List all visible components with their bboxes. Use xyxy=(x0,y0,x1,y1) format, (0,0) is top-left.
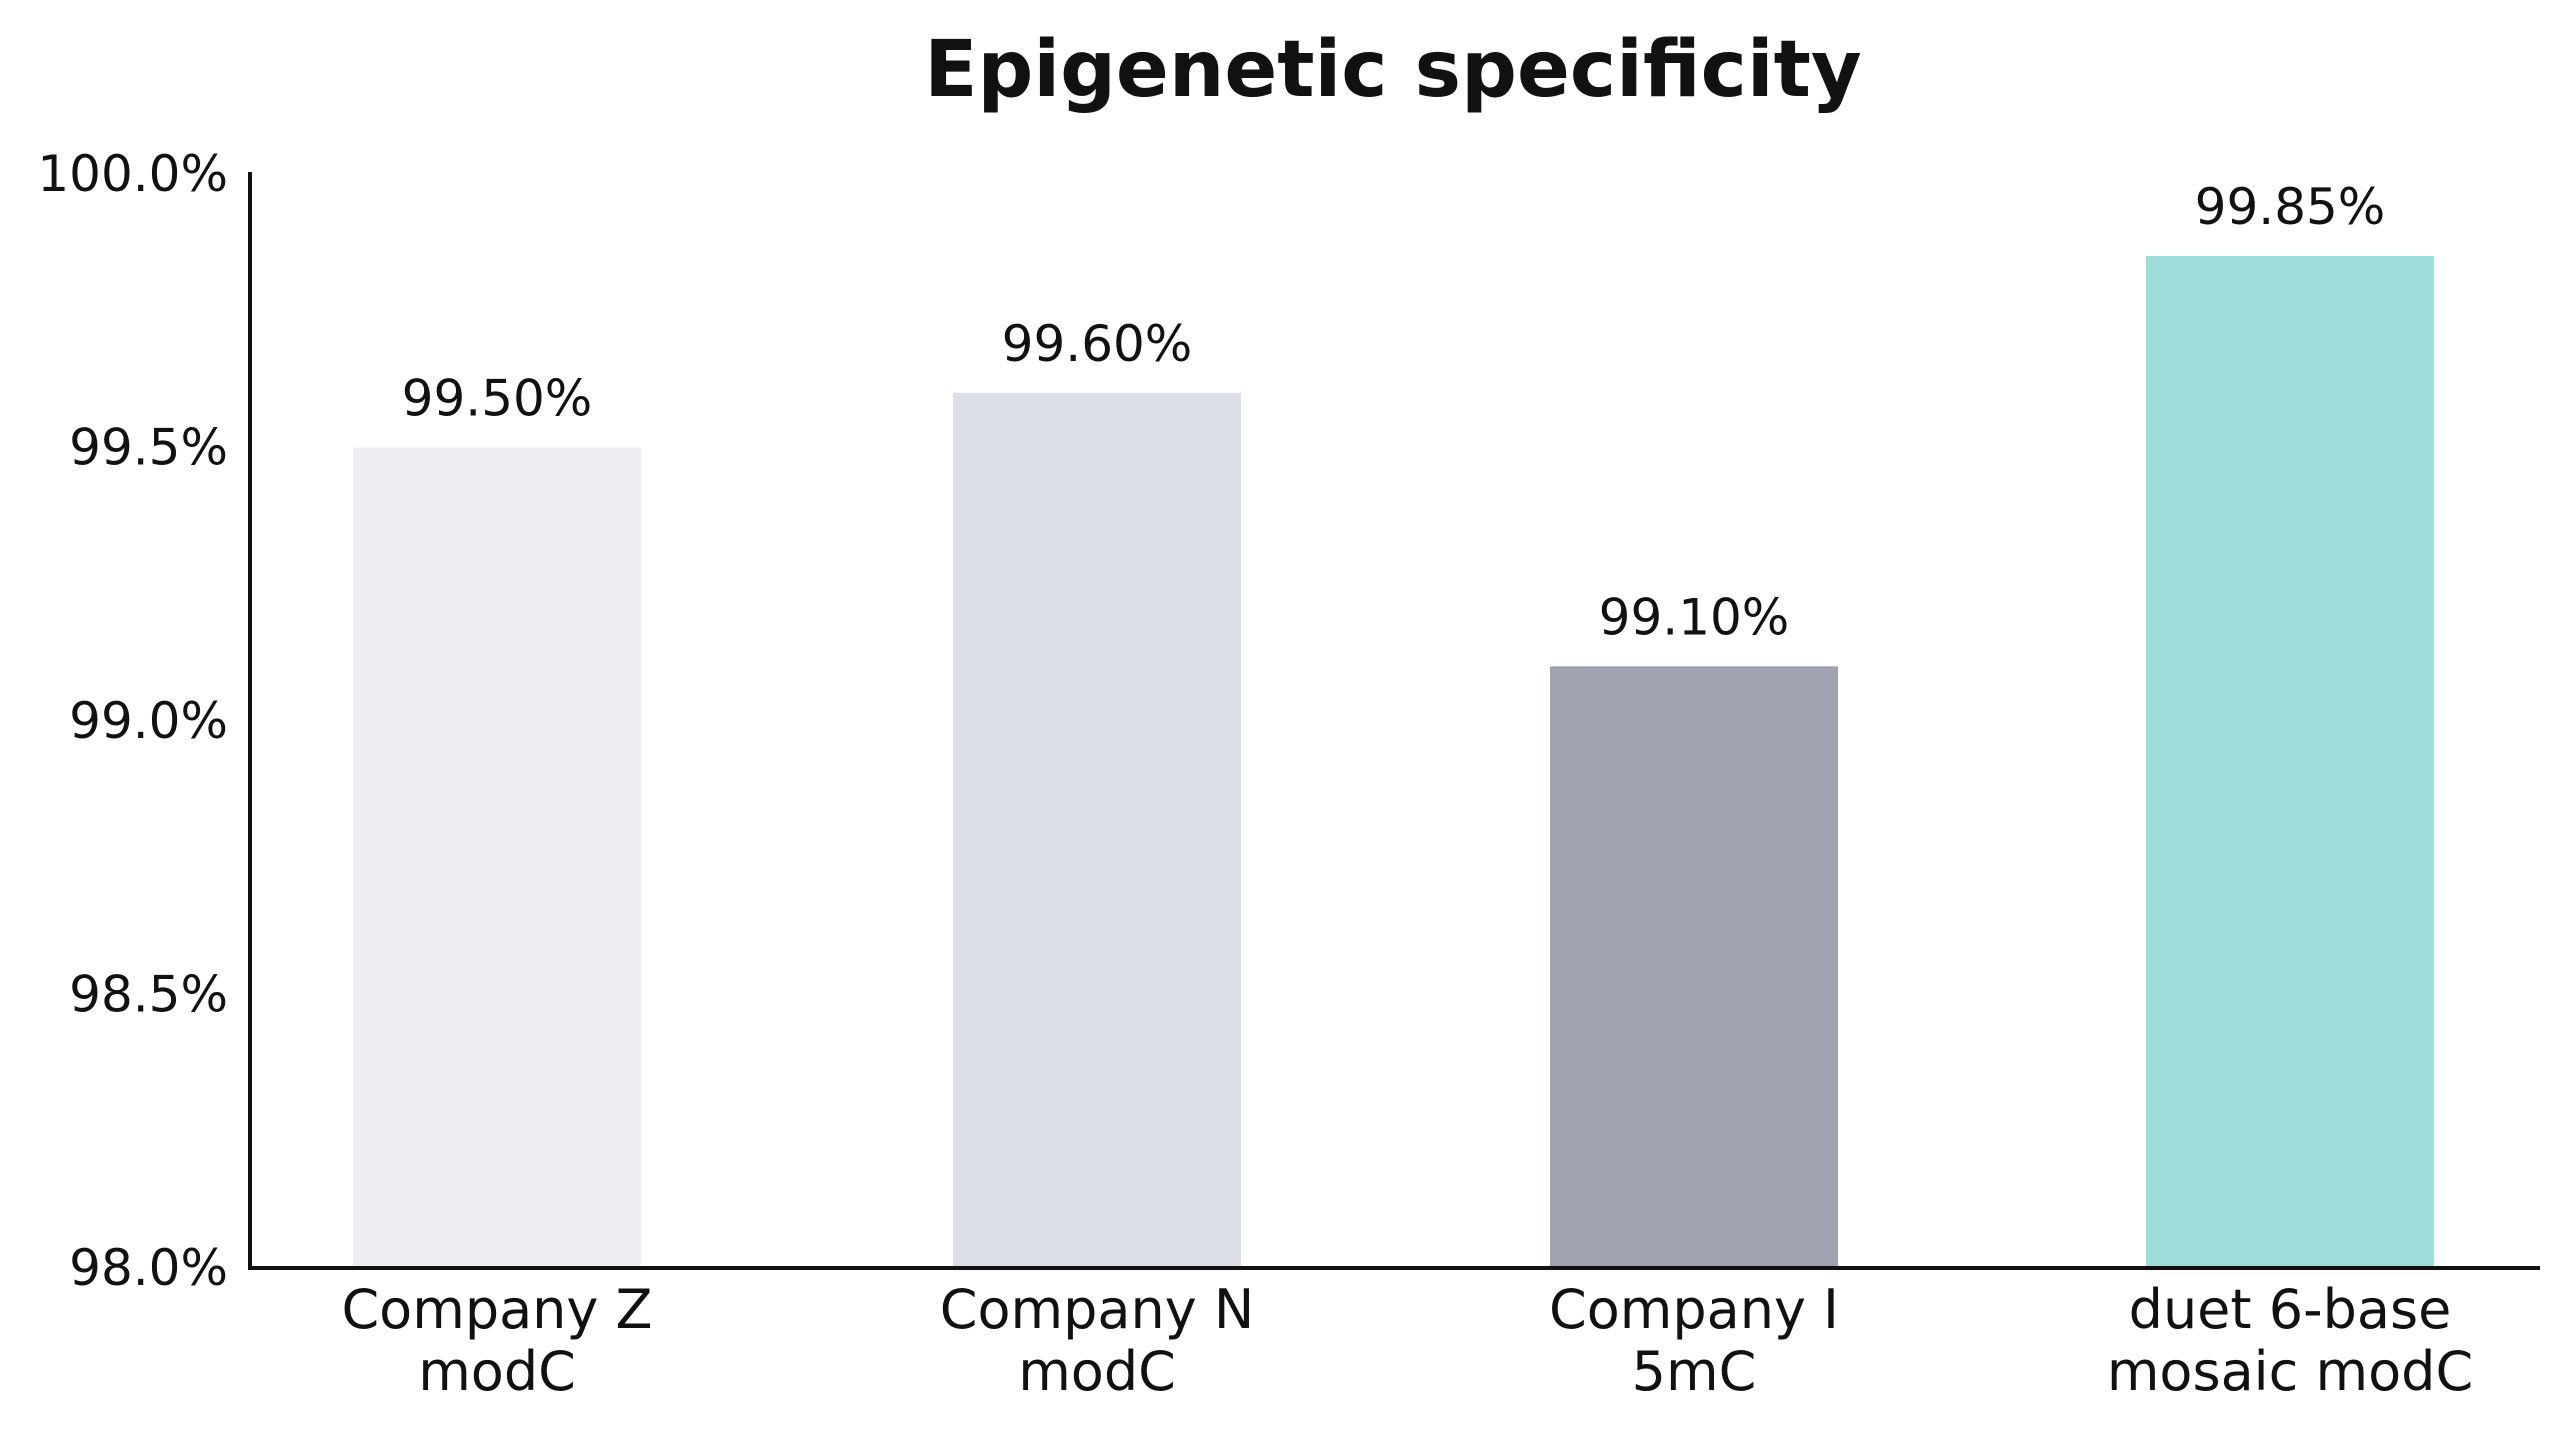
bar-2 xyxy=(953,392,1241,1268)
bar-4 xyxy=(2146,256,2434,1268)
y-tick-label: 99.5% xyxy=(69,419,228,477)
data-label-3: 99.10% xyxy=(1599,588,1790,646)
data-label-4: 99.85% xyxy=(2195,178,2386,236)
bar-1 xyxy=(353,447,641,1268)
y-tick-label: 98.0% xyxy=(69,1239,228,1297)
data-labels-group: 99.50% 99.60% 99.10% 99.85% xyxy=(402,178,2386,646)
x-category-label-4-line-1: duet 6-base xyxy=(2129,1278,2452,1341)
chart-title: Epigenetic specificity xyxy=(924,25,1862,115)
y-tick-label: 100.0% xyxy=(37,145,228,203)
data-label-2: 99.60% xyxy=(1002,315,1193,373)
y-axis-ticks-group: 98.0% 98.5% 99.0% 99.5% 100.0% xyxy=(37,145,228,1297)
x-category-label-3-line-2: 5mC xyxy=(1632,1340,1757,1403)
x-category-label-2-line-1: Company N xyxy=(940,1278,1254,1341)
x-category-label-4-line-2: mosaic modC xyxy=(2107,1340,2473,1403)
x-category-label-2-line-2: modC xyxy=(1018,1340,1176,1403)
bars-group xyxy=(353,256,2434,1268)
x-category-label-1-line-1: Company Z xyxy=(341,1278,652,1341)
y-tick-label: 98.5% xyxy=(69,966,228,1024)
data-label-1: 99.50% xyxy=(402,370,593,428)
bar-3 xyxy=(1550,666,1838,1268)
x-category-label-3-line-1: Company I xyxy=(1549,1278,1839,1341)
y-tick-label: 99.0% xyxy=(69,692,228,750)
x-category-label-1-line-2: modC xyxy=(418,1340,576,1403)
